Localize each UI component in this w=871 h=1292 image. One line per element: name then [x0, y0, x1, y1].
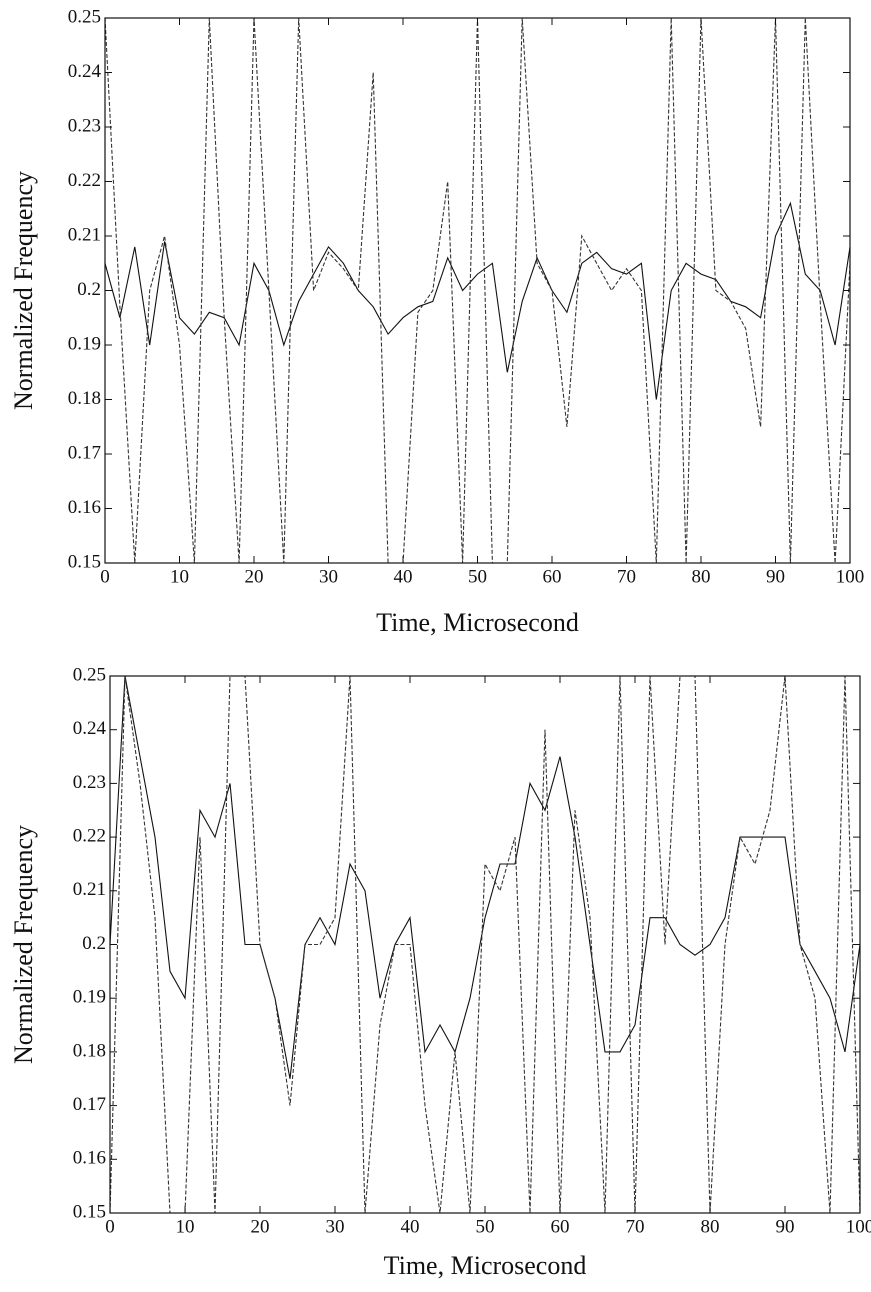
x-tick-label: 70 [626, 1216, 645, 1237]
y-tick-label: 0.18 [73, 1040, 106, 1061]
y-tick-label: 0.24 [68, 61, 102, 82]
y-tick-label: 0.23 [73, 772, 106, 793]
x-tick-label: 80 [701, 1216, 720, 1237]
data-line [104, 201, 851, 400]
x-tick-label: 70 [617, 566, 636, 587]
x-tick-label: 30 [319, 566, 338, 587]
y-tick-label: 0.2 [77, 279, 101, 300]
y-tick-label: 0.17 [73, 1094, 106, 1115]
y-tick-label: 0.15 [68, 551, 101, 572]
x-tick-label: 60 [543, 566, 562, 587]
y-tick-label: 0.16 [68, 497, 101, 518]
y-tick-label: 0.22 [68, 170, 101, 191]
x-axis-label: Time, Microsecond [384, 1251, 587, 1280]
x-tick-label: 90 [776, 1216, 795, 1237]
y-tick-label: 0.25 [73, 664, 106, 685]
y-tick-label: 0.25 [68, 6, 101, 27]
y-tick-label: 0.23 [68, 115, 101, 136]
x-tick-label: 40 [394, 566, 413, 587]
x-tick-label: 0 [105, 1216, 115, 1237]
data-line [109, 675, 861, 1214]
y-tick-label: 0.19 [73, 987, 106, 1008]
y-tick-label: 0.21 [73, 879, 106, 900]
x-tick-label: 10 [170, 566, 189, 587]
y-tick-label: 0.24 [73, 718, 107, 739]
plot-frame [104, 17, 851, 564]
x-tick-label: 20 [251, 1216, 270, 1237]
y-tick-label: 0.2 [82, 933, 106, 954]
x-tick-label: 100 [846, 1216, 871, 1237]
y-axis-label: Normalized Frequency [9, 171, 38, 410]
x-tick-label: 50 [476, 1216, 495, 1237]
x-tick-label: 100 [836, 566, 865, 587]
x-tick-label: 80 [692, 566, 711, 587]
x-axis-label: Time, Microsecond [376, 608, 579, 637]
y-tick-label: 0.15 [73, 1201, 106, 1222]
x-tick-label: 0 [100, 566, 110, 587]
x-tick-label: 50 [468, 566, 487, 587]
y-tick-label: 0.18 [68, 388, 101, 409]
x-tick-label: 60 [551, 1216, 570, 1237]
y-axis-label: Normalized Frequency [9, 825, 38, 1064]
x-tick-label: 40 [401, 1216, 420, 1237]
y-tick-label: 0.21 [68, 224, 101, 245]
y-tick-label: 0.17 [68, 442, 101, 463]
x-tick-label: 10 [176, 1216, 195, 1237]
data-line [104, 17, 851, 564]
y-tick-label: 0.19 [68, 333, 101, 354]
y-tick-label: 0.22 [73, 825, 106, 846]
x-tick-label: 90 [766, 566, 785, 587]
y-tick-label: 0.16 [73, 1148, 106, 1169]
data-line [109, 675, 861, 1079]
x-tick-label: 30 [326, 1216, 345, 1237]
x-tick-label: 20 [245, 566, 264, 587]
